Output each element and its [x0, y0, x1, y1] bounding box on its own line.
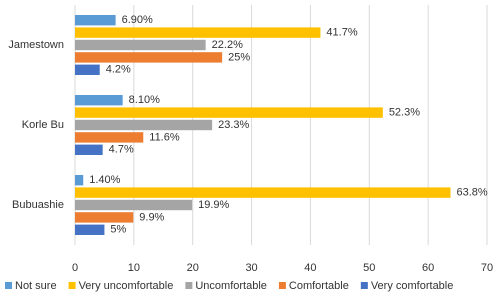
value-label: 19.9%: [198, 199, 229, 211]
legend-swatch: [5, 282, 12, 289]
value-label: 8.10%: [129, 94, 160, 106]
x-tick-label: 0: [72, 262, 78, 274]
value-label: 6.90%: [122, 14, 153, 26]
bar: [75, 64, 100, 75]
bar: [75, 27, 321, 38]
legend-label: Not sure: [15, 280, 57, 292]
value-label: 23.3%: [218, 119, 249, 131]
x-tick-label: 10: [128, 262, 140, 274]
bar: [75, 52, 223, 63]
bar: [75, 39, 206, 51]
bar: [75, 212, 134, 223]
legend-swatch: [278, 282, 286, 289]
legend-swatch: [185, 282, 193, 289]
bar: [75, 119, 213, 131]
x-tick-label: 70: [481, 262, 493, 274]
bar: [75, 224, 105, 235]
legend-label: Very uncomfortable: [79, 280, 174, 292]
x-tick-label: 50: [363, 262, 375, 274]
value-label: 4.2%: [106, 64, 131, 76]
x-tick-label: 60: [422, 262, 434, 274]
value-label: 4.7%: [109, 144, 134, 156]
value-label: 22.2%: [212, 39, 243, 51]
value-label: 52.3%: [389, 107, 420, 119]
bar: [75, 132, 144, 143]
legend-swatch: [68, 282, 76, 289]
legend-label: Comfortable: [289, 280, 349, 292]
legend-label: Very comfortable: [371, 280, 454, 292]
legend-swatch: [360, 282, 368, 289]
value-label: 1.40%: [89, 174, 120, 186]
value-label: 63.8%: [457, 187, 488, 199]
value-label: 5%: [110, 224, 126, 236]
bar: [75, 187, 451, 198]
legend-label: Uncomfortable: [195, 280, 267, 292]
bar: [75, 107, 383, 118]
bar: [75, 175, 84, 186]
x-tick-label: 30: [245, 262, 257, 274]
x-tick-label: 40: [304, 262, 316, 274]
bar: [75, 95, 123, 106]
category-label: Bubuashie: [12, 199, 64, 211]
bar: [75, 15, 116, 26]
category-label: Korle Bu: [22, 119, 64, 131]
bar: [75, 199, 193, 211]
value-label: 41.7%: [326, 27, 357, 39]
value-label: 9.9%: [139, 211, 164, 223]
x-tick-label: 20: [187, 262, 199, 274]
bar: [75, 144, 103, 155]
value-label: 25%: [228, 51, 250, 63]
category-label: Jamestown: [8, 39, 64, 51]
value-label: 11.6%: [149, 131, 180, 143]
